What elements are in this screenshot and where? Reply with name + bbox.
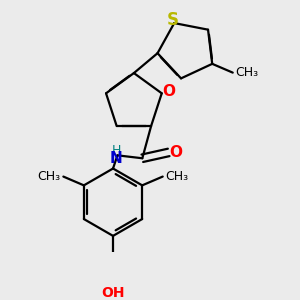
Text: H: H — [111, 144, 121, 158]
Text: O: O — [163, 84, 176, 99]
Text: O: O — [169, 145, 182, 160]
Text: CH₃: CH₃ — [37, 170, 60, 183]
Text: CH₃: CH₃ — [236, 66, 259, 79]
Text: OH: OH — [101, 286, 125, 300]
Text: S: S — [167, 11, 179, 29]
Text: N: N — [110, 151, 122, 166]
Text: CH₃: CH₃ — [166, 170, 189, 183]
